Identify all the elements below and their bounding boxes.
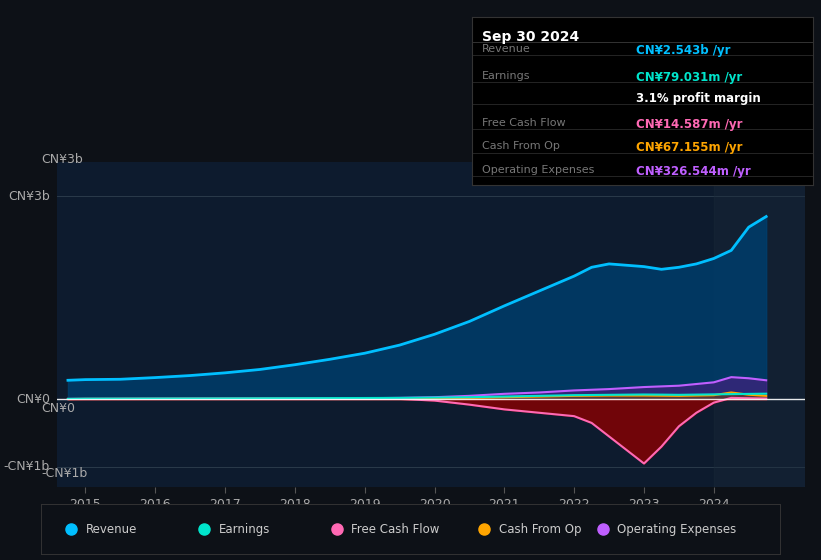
Text: Operating Expenses: Operating Expenses [617,522,736,536]
Text: Revenue: Revenue [85,522,137,536]
Text: Earnings: Earnings [218,522,270,536]
Text: Free Cash Flow: Free Cash Flow [482,118,566,128]
Text: Free Cash Flow: Free Cash Flow [351,522,440,536]
Text: Cash From Op: Cash From Op [499,522,581,536]
Text: CN¥14.587m /yr: CN¥14.587m /yr [635,118,742,130]
Text: Operating Expenses: Operating Expenses [482,165,594,175]
Text: CN¥0: CN¥0 [16,393,50,406]
Text: -CN¥1b: -CN¥1b [4,460,50,473]
Text: Sep 30 2024: Sep 30 2024 [482,30,580,44]
Text: Cash From Op: Cash From Op [482,141,560,151]
Text: CN¥3b: CN¥3b [8,190,50,203]
Bar [713,162,805,487]
Text: CN¥79.031m /yr: CN¥79.031m /yr [635,71,742,83]
Text: -CN¥1b: -CN¥1b [41,466,87,480]
Text: Earnings: Earnings [482,71,531,81]
Text: CN¥3b: CN¥3b [41,153,83,166]
Text: Revenue: Revenue [482,44,531,54]
Text: CN¥2.543b /yr: CN¥2.543b /yr [635,44,730,57]
Text: CN¥326.544m /yr: CN¥326.544m /yr [635,165,750,178]
Text: CN¥67.155m /yr: CN¥67.155m /yr [635,141,742,154]
Text: 3.1% profit margin: 3.1% profit margin [635,92,760,105]
Text: CN¥0: CN¥0 [41,402,75,416]
